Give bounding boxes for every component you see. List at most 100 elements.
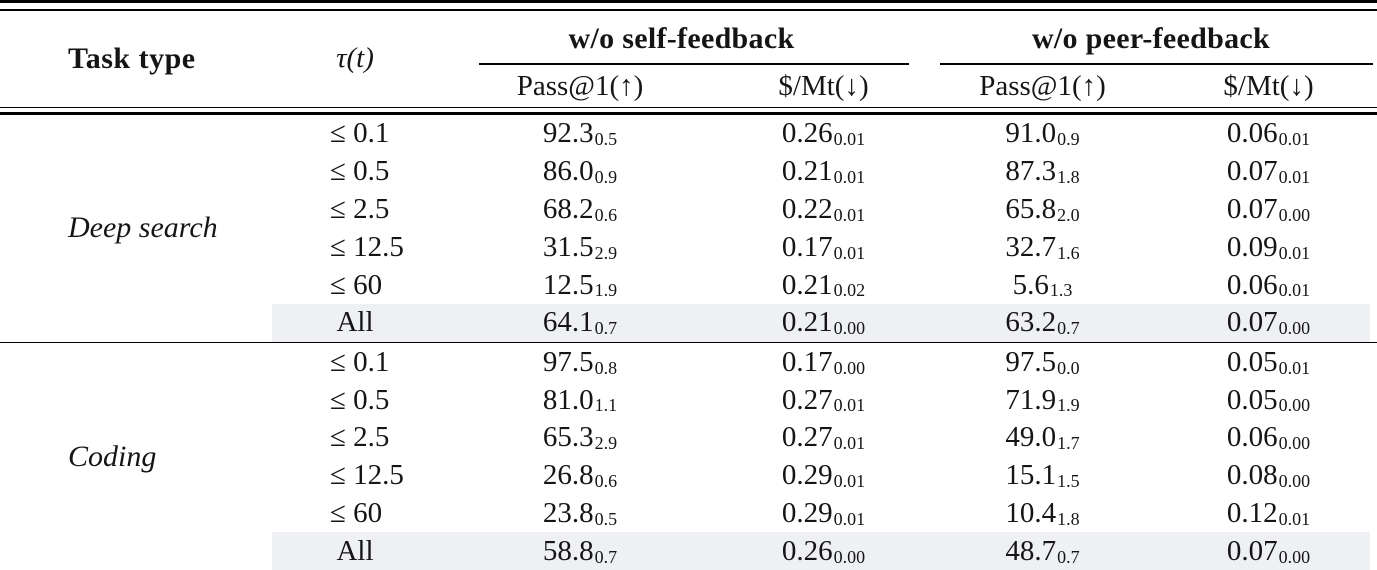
- value-cell-0: 97.5 0.8: [438, 343, 722, 381]
- task-type-spacer-cell: [0, 153, 272, 191]
- value-main: 0.05: [1226, 383, 1278, 416]
- value-std-subscript: 0.01: [1278, 508, 1311, 529]
- value-std-subscript: 0.0: [1057, 357, 1080, 378]
- value-cell-2: 87.3 1.8: [925, 153, 1160, 191]
- value-std-subscript: 0.01: [1278, 129, 1311, 150]
- value-main: 0.27: [781, 383, 833, 416]
- value-cell-1: 0.17 0.00: [722, 343, 925, 381]
- value-std-subscript: 1.9: [1057, 395, 1080, 416]
- value-std-subscript: 1.9: [594, 280, 618, 301]
- value-main: 0.29: [781, 497, 833, 530]
- value-cell-1: 0.21 0.02: [722, 266, 925, 304]
- tau-cell: ≤ 0.1: [330, 345, 390, 378]
- value-std-subscript: 2.9: [594, 242, 618, 263]
- value-main: 48.7: [1005, 534, 1057, 567]
- value-main: 81.0: [542, 383, 594, 416]
- value-std-subscript: 0.01: [833, 508, 866, 529]
- value-cell-1: 0.29 0.01: [722, 457, 925, 495]
- value-std-subscript: 0.00: [1278, 433, 1311, 454]
- value-cell-1: 0.26 0.01: [722, 115, 925, 153]
- tau-cell: ≤ 2.5: [330, 421, 390, 454]
- subheader-self-cost: $/Mt(↓): [778, 70, 869, 102]
- group-header-self-feedback: w/o self-feedback: [438, 11, 925, 67]
- value-main: 0.29: [781, 459, 833, 492]
- value-std-subscript: 0.00: [1278, 204, 1311, 225]
- value-main: 65.8: [1005, 192, 1057, 225]
- value-std-subscript: 0.00: [1278, 318, 1311, 339]
- value-main: 0.26: [781, 534, 833, 567]
- value-cell-3: 0.07 0.00: [1160, 191, 1377, 229]
- value-cell-3: 0.05 0.00: [1160, 381, 1377, 419]
- task-type-label: Coding: [68, 439, 157, 473]
- value-main: 0.06: [1226, 268, 1278, 301]
- value-std-subscript: 1.7: [1057, 433, 1080, 454]
- value-main: 0.17: [781, 230, 833, 263]
- value-std-subscript: 0.01: [833, 433, 866, 454]
- value-std-subscript: 2.9: [594, 433, 618, 454]
- value-main: 0.08: [1226, 459, 1278, 492]
- value-main: 97.5: [1005, 345, 1057, 378]
- value-main: 68.2: [542, 192, 594, 225]
- cmidrule-self: [479, 63, 909, 65]
- value-cell-0: 12.5 1.9: [438, 266, 722, 304]
- value-main: 31.5: [542, 230, 594, 263]
- value-std-subscript: 1.6: [1057, 242, 1080, 263]
- value-main: 86.0: [542, 155, 594, 188]
- value-std-subscript: 0.00: [1278, 546, 1311, 567]
- value-main: 0.07: [1226, 306, 1278, 339]
- value-cell-2: 10.4 1.8: [925, 495, 1160, 533]
- value-std-subscript: 0.8: [594, 357, 618, 378]
- value-main: 10.4: [1005, 497, 1057, 530]
- value-std-subscript: 0.00: [1278, 471, 1311, 491]
- tau-cell: ≤ 60: [330, 497, 383, 530]
- value-std-subscript: 0.7: [594, 318, 618, 339]
- value-cell-2: 71.9 1.9: [925, 381, 1160, 419]
- value-std-subscript: 0.9: [1057, 129, 1080, 150]
- value-std-subscript: 0.7: [1057, 318, 1080, 339]
- value-cell-0: 86.0 0.9: [438, 153, 722, 191]
- value-std-subscript: 0.00: [833, 357, 866, 378]
- value-std-subscript: 0.01: [833, 395, 866, 416]
- group-header-peer-label: w/o peer-feedback: [1031, 21, 1271, 55]
- value-std-subscript: 1.1: [594, 395, 618, 416]
- value-std-subscript: 0.01: [833, 242, 866, 263]
- value-cell-1: 0.26 0.00: [722, 532, 925, 570]
- subheader-peer-pass1: Pass@1(↑): [979, 70, 1106, 102]
- value-cell-2: 97.5 0.0: [925, 343, 1160, 381]
- value-std-subscript: 0.01: [1278, 242, 1311, 263]
- task-type-label: Deep search: [68, 211, 218, 245]
- value-main: 32.7: [1005, 230, 1057, 263]
- value-std-subscript: 0.7: [594, 546, 618, 567]
- value-main: 5.6: [1012, 268, 1049, 301]
- value-main: 26.8: [542, 459, 594, 492]
- value-cell-3: 0.07 0.01: [1160, 153, 1377, 191]
- value-main: 0.07: [1226, 192, 1278, 225]
- value-cell-3: 0.06 0.01: [1160, 115, 1377, 153]
- tau-cell: ≤ 12.5: [330, 459, 404, 492]
- value-std-subscript: 0.01: [1278, 357, 1311, 378]
- value-cell-0: 23.8 0.5: [438, 495, 722, 533]
- value-cell-0: 31.5 2.9: [438, 228, 722, 266]
- value-std-subscript: 0.01: [833, 204, 866, 225]
- value-main: 15.1: [1005, 459, 1057, 492]
- value-std-subscript: 0.01: [1278, 280, 1311, 301]
- task-type-header: Task type: [68, 41, 196, 75]
- task-type-spacer-cell: [0, 304, 272, 342]
- value-std-subscript: 0.01: [833, 166, 866, 187]
- tau-cell: All: [336, 306, 374, 339]
- value-main: 0.09: [1226, 230, 1278, 263]
- value-std-subscript: 0.00: [1278, 395, 1311, 416]
- value-main: 63.2: [1005, 306, 1057, 339]
- value-cell-3: 0.06 0.01: [1160, 266, 1377, 304]
- table-row: ≤ 2.5 65.3 2.9 0.27 0.01 49.0 1.7 0.06 0.00: [0, 419, 1377, 457]
- value-cell-0: 68.2 0.6: [438, 191, 722, 229]
- value-std-subscript: 0.6: [594, 471, 618, 491]
- tau-cell: All: [336, 534, 374, 567]
- value-main: 0.21: [781, 268, 833, 301]
- value-main: 0.21: [781, 155, 833, 188]
- value-cell-1: 0.27 0.01: [722, 381, 925, 419]
- value-cell-0: 65.3 2.9: [438, 419, 722, 457]
- value-cell-1: 0.21 0.01: [722, 153, 925, 191]
- value-main: 49.0: [1005, 421, 1057, 454]
